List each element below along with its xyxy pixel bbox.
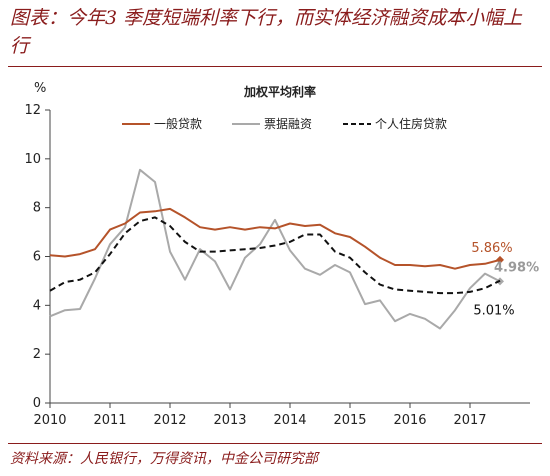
y-tick-label: 10 (24, 152, 41, 167)
series-end-label-1: 4.98% (494, 260, 539, 275)
legend-label-1: 票据融资 (264, 117, 312, 131)
y-axis-unit: % (34, 81, 46, 96)
x-tick-label: 2014 (273, 413, 306, 428)
y-tick-label: 0 (33, 396, 41, 411)
x-tick-label: 2015 (333, 413, 366, 428)
y-tick-label: 8 (33, 201, 41, 216)
series-line-1 (49, 168, 501, 330)
title-divider (8, 66, 542, 67)
x-tick-label: 2011 (93, 413, 126, 428)
x-tick-label: 2017 (453, 413, 486, 428)
legend-label-2: 个人住房贷款 (375, 116, 447, 131)
series-end-marker-0 (496, 255, 504, 264)
x-tick-label: 2012 (153, 413, 186, 428)
figure-title: 图表：今年3 季度短端利率下行，而实体经济融资成本小幅上行 (10, 7, 523, 57)
series-end-label-0: 5.86% (471, 241, 512, 256)
source-divider (8, 443, 542, 444)
axes: 0 2 4 6 8 10 12 2010 2011 2012 2013 2014 2015 2016 201… (24, 103, 530, 428)
figure-source: 资料来源：人民银行，万得资讯，中金公司研究部 (10, 451, 318, 467)
y-tick-label: 6 (33, 250, 41, 265)
series-end-label-2: 5.01% (473, 304, 514, 319)
series-line-2 (49, 216, 501, 295)
chart-title: 加权平均利率 (243, 84, 316, 99)
y-tick-label: 2 (33, 347, 41, 362)
series-layer (49, 168, 504, 330)
x-tick-label: 2016 (393, 413, 426, 428)
end-labels: 5.86% 4.98% 5.01% (471, 241, 539, 319)
y-tick-label: 12 (24, 103, 41, 118)
y-tick-label: 4 (33, 298, 41, 313)
legend-label-0: 一般贷款 (154, 116, 202, 131)
x-tick-label: 2013 (213, 413, 246, 428)
series-line-0 (49, 207, 501, 270)
legend: 一般贷款 票据融资 个人住房贷款 (122, 116, 447, 131)
x-tick-label: 2010 (33, 413, 66, 428)
